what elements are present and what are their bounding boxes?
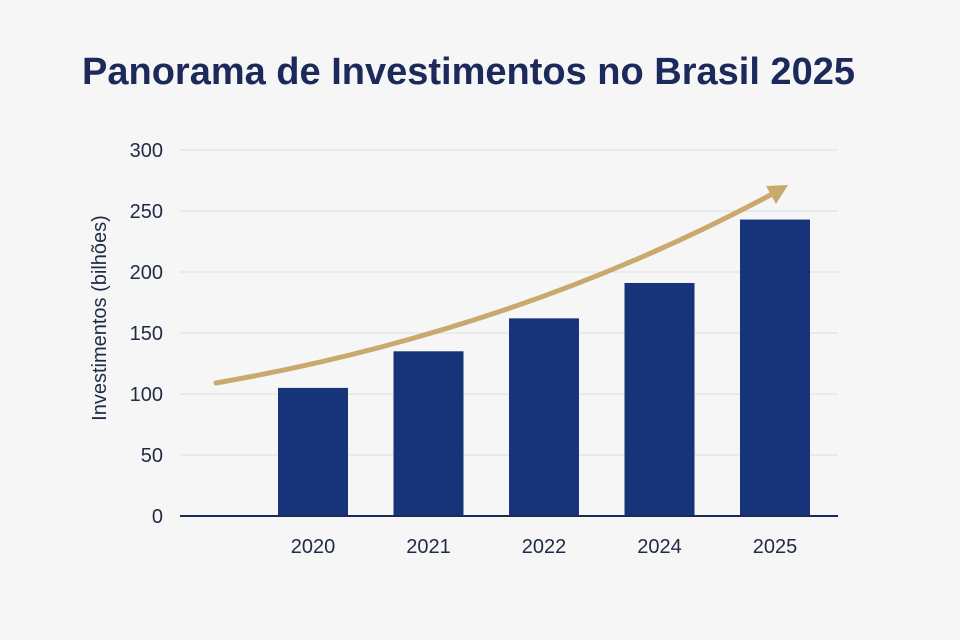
bars [278, 219, 810, 517]
y-tick-label: 250 [130, 201, 163, 223]
bar-2020 [278, 387, 348, 516]
trend-arrow-head [766, 185, 788, 204]
x-tick-label: 2020 [291, 536, 336, 558]
y-tick-labels: 0 50 100 150 200 250 300 [130, 140, 163, 528]
y-tick-label: 300 [130, 140, 163, 162]
x-tick-label: 2025 [753, 536, 798, 558]
x-tick-label: 2024 [637, 536, 682, 558]
chart-title: Panorama de Investimentos no Brasil 2025 [82, 51, 855, 93]
x-tick-label: 2021 [406, 536, 451, 558]
bar-2022 [509, 318, 579, 516]
y-tick-label: 200 [130, 262, 163, 284]
trend-arrow [213, 185, 788, 386]
bar-2025 [740, 219, 810, 517]
bar-2024 [624, 282, 695, 516]
y-tick-label: 100 [130, 384, 163, 406]
y-tick-label: 50 [141, 445, 163, 467]
x-tick-labels: 2020 2021 2022 2024 2025 [291, 536, 798, 558]
trend-arrow-line [213, 189, 779, 386]
bar-2021 [393, 351, 464, 516]
y-tick-label: 150 [130, 323, 163, 345]
y-axis-label: Investimentos (bilhões) [89, 215, 111, 421]
y-tick-label: 0 [152, 506, 163, 528]
x-tick-label: 2022 [522, 536, 567, 558]
